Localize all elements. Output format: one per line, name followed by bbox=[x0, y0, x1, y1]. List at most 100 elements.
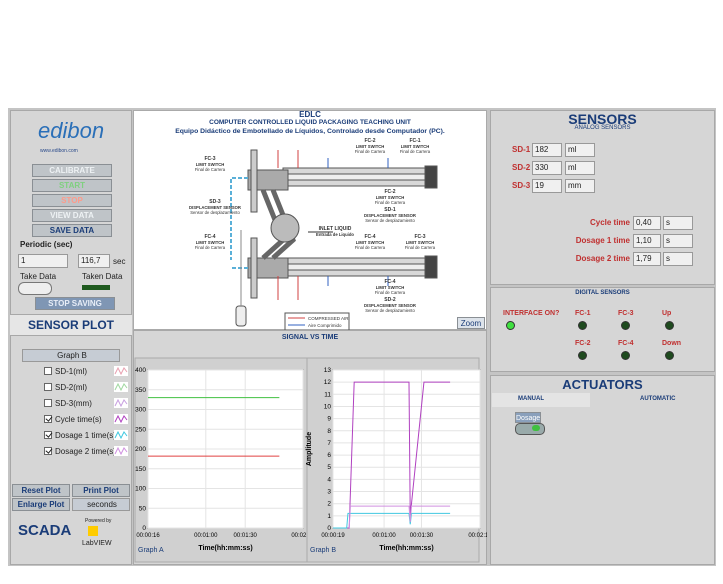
line-sample-stroke bbox=[114, 366, 128, 376]
checkmark bbox=[44, 430, 52, 438]
digital-label: Down bbox=[662, 340, 682, 347]
y-tick-label: 8 bbox=[327, 428, 331, 435]
callout-code: SD-1 bbox=[384, 207, 396, 213]
y-axis-label: Amplitude bbox=[306, 432, 313, 466]
line-sample bbox=[114, 446, 128, 456]
manual-tab[interactable]: MANUAL bbox=[518, 396, 544, 402]
callout-text: LIMIT SWITCH bbox=[401, 144, 430, 149]
x-axis-label: Time(hh:mm:ss) bbox=[379, 545, 433, 552]
callout-code: FC-3 bbox=[414, 234, 425, 240]
checkmark bbox=[44, 446, 52, 454]
led bbox=[621, 351, 630, 360]
callout-text: DISPLACEMENT SENSOR bbox=[189, 205, 241, 210]
y-tick-label: 3 bbox=[327, 489, 331, 496]
analog-value: 19 bbox=[532, 179, 562, 193]
diagram-subtitle-es: Equipo Didáctico de Embotellado de Líqui… bbox=[175, 128, 445, 135]
checkbox[interactable] bbox=[44, 414, 52, 423]
elapsed-unit: sec bbox=[113, 257, 126, 266]
plot-button[interactable]: Print Plot bbox=[72, 484, 130, 497]
zoom-button[interactable]: Zoom bbox=[457, 317, 485, 329]
checkbox[interactable] bbox=[44, 383, 52, 391]
legend-air: COMPRESSED AIR bbox=[308, 316, 349, 321]
dosage-toggle[interactable] bbox=[515, 423, 545, 435]
y-tick-label: 9 bbox=[327, 416, 331, 423]
control-button[interactable]: CALIBRATE bbox=[32, 164, 112, 177]
y-tick-label: 5 bbox=[327, 464, 331, 471]
control-button[interactable]: VIEW DATA bbox=[32, 209, 112, 222]
graph-label: Graph B bbox=[310, 547, 336, 554]
checkbox[interactable] bbox=[44, 446, 52, 455]
checklist-label: SD-2(ml) bbox=[55, 383, 87, 392]
x-tick-label: 00:01:30 bbox=[234, 533, 258, 539]
callout-text-es: Sensor de desplazamiento bbox=[365, 218, 415, 223]
diagram: EDLC COMPUTER CONTROLLED LIQUID PACKAGIN… bbox=[175, 110, 445, 330]
graph-select[interactable]: Graph B bbox=[22, 349, 120, 362]
sensor-plot-panel bbox=[10, 335, 132, 565]
line-sample-stroke bbox=[114, 430, 128, 440]
scada-logo: SCADA bbox=[18, 522, 72, 539]
time-label: Dosage 1 time bbox=[575, 236, 630, 245]
automatic-tab[interactable]: AUTOMATIC bbox=[640, 396, 676, 402]
y-tick-label: 2 bbox=[327, 501, 331, 508]
labview-icon bbox=[88, 526, 98, 536]
callout-text: LIMIT SWITCH bbox=[376, 195, 405, 200]
y-tick-label: 4 bbox=[327, 476, 331, 483]
x-tick-label: 00:01:00 bbox=[372, 533, 396, 539]
callout-text: Entrada de Liquido bbox=[316, 232, 354, 237]
x-tick-label: 00:02:17 bbox=[468, 533, 487, 539]
time-unit: s bbox=[663, 216, 693, 230]
callout-code: SD-3 bbox=[209, 199, 221, 205]
sensors-subtitle: ANALOG SENSORS bbox=[574, 125, 631, 131]
stop-saving-button[interactable]: STOP SAVING bbox=[35, 297, 115, 310]
y-tick-label: 100 bbox=[135, 486, 146, 493]
digital-label: INTERFACE ON? bbox=[503, 310, 560, 317]
series-line bbox=[348, 505, 451, 529]
callout-text: DISPLACEMENT SENSOR bbox=[364, 303, 416, 308]
periodic-label: Periodic (sec) bbox=[20, 240, 73, 249]
y-tick-label: 13 bbox=[324, 367, 332, 374]
checkbox[interactable] bbox=[44, 367, 52, 375]
y-tick-label: 150 bbox=[135, 466, 146, 473]
callout-code: FC-4 bbox=[204, 234, 215, 240]
line-sample-stroke bbox=[114, 398, 128, 408]
x-tick-label: 00:02:14 bbox=[291, 533, 315, 539]
y-tick-label: 0 bbox=[142, 525, 146, 532]
control-button[interactable]: STOP bbox=[32, 194, 112, 207]
checkmark bbox=[44, 414, 52, 422]
plot-area bbox=[332, 369, 481, 529]
plot-button[interactable]: Enlarge Plot bbox=[12, 498, 70, 511]
plot-button[interactable]: Reset Plot bbox=[12, 484, 70, 497]
analog-label: SD-1 bbox=[512, 145, 531, 154]
control-button[interactable]: START bbox=[32, 179, 112, 192]
analog-unit: ml bbox=[565, 161, 595, 175]
analog-label: SD-2 bbox=[512, 163, 531, 172]
x-tick-label: 00:01:30 bbox=[410, 533, 434, 539]
line-sample-stroke bbox=[114, 446, 128, 456]
actuators-title: ACTUATORS bbox=[562, 377, 643, 392]
take-data-toggle[interactable] bbox=[18, 282, 52, 295]
digital-title: DIGITAL SENSORS bbox=[575, 290, 630, 296]
line-sample bbox=[114, 366, 128, 376]
units-select[interactable]: seconds bbox=[72, 498, 130, 511]
periodic-input[interactable]: 1 bbox=[18, 254, 68, 268]
callout-code: INLET LIQUID bbox=[319, 226, 352, 232]
analog-label: SD-3 bbox=[512, 181, 531, 190]
callout-text: LIMIT SWITCH bbox=[196, 162, 225, 167]
checkbox[interactable] bbox=[44, 399, 52, 407]
x-tick-label: 00:00:19 bbox=[321, 533, 345, 539]
digital-label: FC-3 bbox=[618, 310, 634, 317]
y-tick-label: 0 bbox=[327, 525, 331, 532]
checkbox[interactable] bbox=[44, 430, 52, 439]
taken-data-indicator bbox=[82, 285, 110, 290]
callout-text: LIMIT SWITCH bbox=[406, 240, 435, 245]
dosage-led bbox=[532, 425, 540, 431]
manual-tab-bg bbox=[492, 393, 590, 407]
callout-text-es: Sensor de desplazamiento bbox=[365, 308, 415, 313]
y-tick-label: 11 bbox=[324, 391, 331, 398]
y-tick-label: 50 bbox=[139, 505, 147, 512]
control-button[interactable]: SAVE DATA bbox=[32, 224, 112, 237]
callout-text-es: Sensor de desplazamiento bbox=[190, 210, 240, 215]
dosage-button[interactable]: Dosage bbox=[515, 412, 541, 423]
